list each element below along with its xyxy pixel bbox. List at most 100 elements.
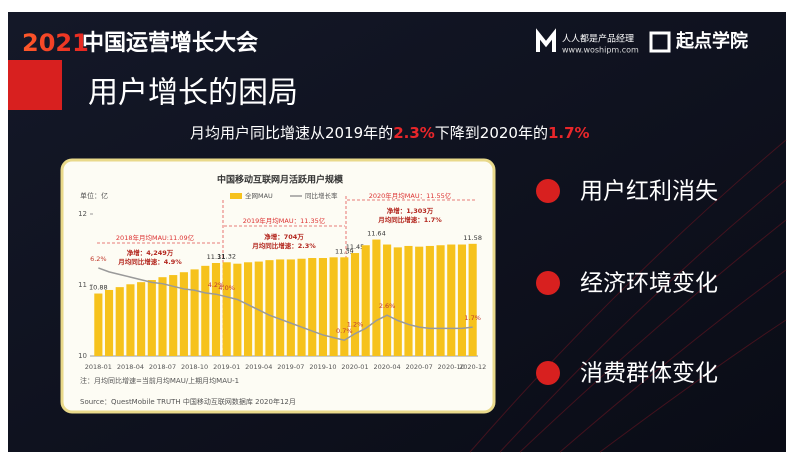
bar — [158, 277, 167, 356]
bar — [436, 245, 445, 356]
bar — [286, 259, 295, 356]
subtitle-part: 下降到2020年的 — [435, 124, 548, 142]
bar — [457, 244, 467, 356]
subtitle: 月均用户同比增速从2019年的2.3%下降到2020年的1.7% — [190, 124, 590, 142]
bar — [329, 257, 338, 356]
annotation: 净增：4,249万 — [127, 248, 174, 257]
bar — [104, 289, 114, 356]
bar — [372, 239, 381, 356]
y-tick-label: 11 — [78, 281, 87, 289]
bar — [115, 287, 124, 356]
annotation: 净增：1,303万 — [387, 206, 434, 215]
x-tick-label: 2018-10 — [181, 363, 208, 371]
x-tick-label: 2020-12 — [459, 363, 486, 371]
bar — [190, 269, 199, 356]
bar — [137, 282, 146, 356]
chart-title: 中国移动互联网月活跃用户规模 — [217, 174, 344, 186]
bar — [415, 246, 424, 356]
x-tick-label: 2018-07 — [149, 363, 176, 371]
subtitle-highlight: 2.3% — [393, 124, 435, 142]
subtitle-highlight: 1.7% — [548, 124, 590, 142]
event-year: 2021 — [22, 29, 89, 57]
line-label: 4.2% — [208, 281, 225, 289]
bar — [425, 245, 434, 356]
value-label: 11.45 — [346, 243, 365, 251]
bullet-dot — [536, 271, 560, 295]
line — [98, 267, 473, 342]
bar — [126, 284, 135, 356]
y-tick-label: 12 — [78, 210, 87, 218]
x-tick-label: 2020-04 — [374, 363, 401, 371]
annotation: 2018年月均MAU:11.09亿 — [116, 233, 195, 242]
bar — [244, 262, 253, 356]
line-label: 6.2% — [90, 255, 107, 263]
bar — [340, 257, 349, 356]
x-tick-label: 2020-01 — [341, 363, 368, 371]
legend-swatch — [230, 193, 242, 199]
bar — [468, 243, 477, 356]
bar — [447, 244, 456, 356]
bar — [404, 245, 413, 356]
bar — [318, 258, 327, 356]
x-tick-label: 2020-10 — [438, 363, 465, 371]
bullet-dot — [536, 361, 560, 385]
annotation: 2020年月均MAU：11.55亿 — [369, 191, 452, 200]
bar — [179, 272, 188, 356]
bar — [211, 262, 221, 356]
y-tick-label: 10 — [78, 352, 87, 360]
bullet-dot — [536, 179, 560, 203]
value-label: 11.58 — [463, 234, 482, 242]
bullet-text: 消费群体变化 — [580, 361, 718, 387]
value-label: 11.39 — [335, 247, 354, 255]
logo-url: www.woshipm.com — [562, 46, 639, 55]
bar — [201, 265, 210, 356]
bullet-text: 用户红利消失 — [580, 179, 718, 205]
logo-school: 起点学院 — [675, 30, 748, 52]
x-tick-label: 2018-01 — [85, 363, 112, 371]
logo-mark — [536, 28, 556, 52]
logo-icon — [649, 31, 671, 53]
x-tick-label: 2019-10 — [309, 363, 336, 371]
x-tick-label: 2019-04 — [245, 363, 272, 371]
legend-label: 全网MAU — [245, 191, 273, 200]
bullet-text: 经济环境变化 — [580, 271, 718, 297]
line-label: 1.2% — [347, 321, 364, 329]
bar — [233, 263, 242, 356]
value-label: 11.31 — [207, 253, 226, 261]
value-label: 10.88 — [89, 284, 108, 292]
decor-lines — [469, 139, 787, 453]
annotation: 月均同比增速：1.7% — [377, 215, 442, 224]
line-label: 2.6% — [379, 302, 396, 310]
bar — [361, 245, 370, 356]
x-tick-label: 2019-01 — [213, 363, 240, 371]
x-tick-label: 2019-07 — [277, 363, 304, 371]
line-label: 4.0% — [218, 284, 235, 292]
x-tick-label: 2018-04 — [117, 363, 144, 371]
unit-label: 单位：亿 — [80, 191, 108, 200]
bar — [222, 262, 231, 356]
line-label: 0.7% — [336, 327, 353, 335]
bar — [383, 244, 392, 356]
annotation: 2019年月均MAU：11.35亿 — [243, 216, 326, 225]
red-block — [8, 60, 62, 110]
bar — [265, 260, 274, 356]
bar — [147, 280, 156, 356]
x-tick-label: 2020-07 — [406, 363, 433, 371]
bar — [308, 258, 317, 356]
annotation: 月均同比增速：2.3% — [251, 241, 316, 250]
subtitle-part: 月均用户同比增速从2019年的 — [190, 124, 393, 142]
note: 注：月均同比增速=当前月均MAU/上期月均MAU-1 — [80, 376, 239, 385]
bar — [276, 259, 285, 356]
annotation: 月均同比增速：4.9% — [117, 257, 182, 266]
value-label: 11.32 — [217, 252, 236, 260]
bar — [254, 261, 263, 356]
value-label: 11.64 — [367, 230, 386, 238]
line-label: 1.7% — [464, 314, 481, 322]
bar — [169, 275, 178, 356]
bar — [393, 247, 402, 356]
heading: 用户增长的困局 — [88, 76, 298, 111]
legend-label: 同比增长率 — [305, 191, 338, 200]
bar — [297, 258, 306, 356]
event-name: 中国运营增长大会 — [82, 30, 258, 56]
